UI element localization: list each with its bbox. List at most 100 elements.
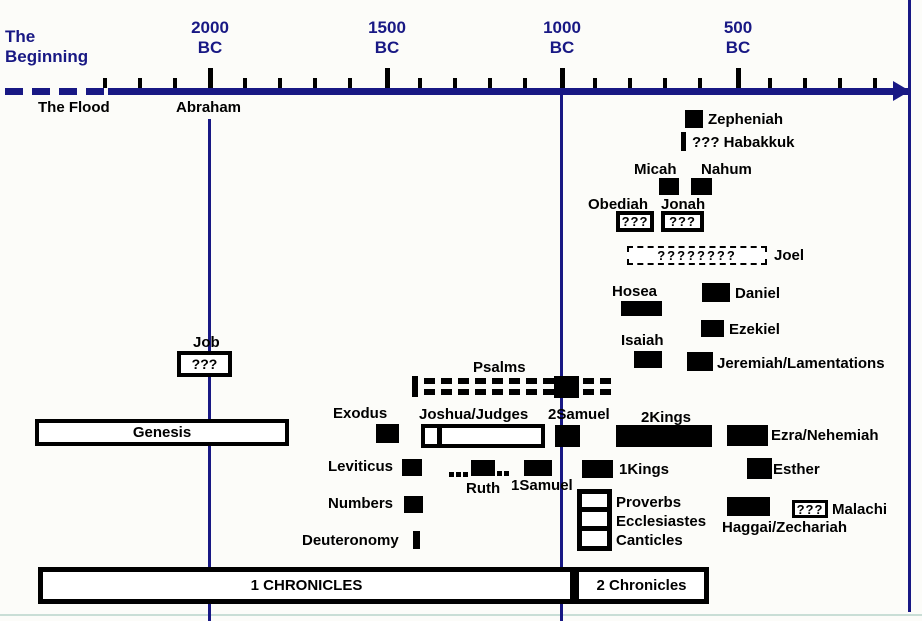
- book-2kings-label: 2Kings: [641, 409, 692, 426]
- timeline-arrowhead-icon: [893, 81, 910, 101]
- book-job-label: Job: [193, 334, 220, 351]
- timeline-minor-tick: [663, 78, 667, 88]
- book-zepheniah-marker: [685, 110, 703, 128]
- book-1chronicles-box: 1 CHRONICLES: [38, 567, 575, 604]
- book-daniel-label: Daniel: [735, 285, 781, 302]
- book-proverbs-label: Proverbs: [616, 494, 682, 511]
- book-ezekiel-label: Ezekiel: [729, 321, 780, 338]
- book-psalms-label: Psalms: [473, 359, 526, 376]
- book-2kings-marker: [616, 425, 712, 447]
- book-joshua-judges-label: Joshua/Judges: [419, 406, 529, 423]
- marker-1000bc-year: 1000: [543, 18, 581, 37]
- timeline-major-tick: [736, 68, 741, 88]
- timeline-minor-tick: [138, 78, 142, 88]
- abraham-label: Abraham: [176, 99, 242, 116]
- book-genesis-box: Genesis: [35, 419, 289, 446]
- book-micah-marker: [659, 178, 679, 195]
- ruth-dot: [456, 472, 461, 477]
- beginning-label: The Beginning: [5, 27, 89, 66]
- marker-500bc-year: 500: [723, 18, 753, 37]
- book-zepheniah-label: Zepheniah: [708, 111, 784, 128]
- timeline-minor-tick: [628, 78, 632, 88]
- book-esther-marker: [747, 458, 772, 479]
- book-ruth-marker: [471, 460, 495, 476]
- timeline-minor-tick: [453, 78, 457, 88]
- book-numbers-label: Numbers: [328, 495, 394, 512]
- book-jonah-label: Jonah: [661, 196, 706, 213]
- marker-2000bc-era: BC: [197, 38, 223, 57]
- timeline-minor-tick: [278, 78, 282, 88]
- book-exodus-label: Exodus: [333, 405, 388, 422]
- timeline-minor-tick: [103, 78, 107, 88]
- wisdom-stack-divider: [582, 507, 607, 512]
- book-job-box: ???: [177, 351, 232, 377]
- book-micah-label: Micah: [634, 161, 677, 178]
- book-2chronicles-box: 2 Chronicles: [574, 567, 709, 604]
- book-malachi-box: ???: [792, 500, 828, 518]
- book-jeremiah-label: Jeremiah/Lamentations: [717, 355, 885, 372]
- book-1kings-label: 1Kings: [619, 461, 670, 478]
- book-deuteronomy-marker: [413, 531, 420, 549]
- timeline-dashed-segment: [5, 88, 110, 95]
- book-leviticus-marker: [402, 459, 422, 476]
- marker-500bc: 500 BC: [698, 18, 778, 58]
- book-isaiah-marker: [634, 351, 662, 368]
- timeline-minor-tick: [768, 78, 772, 88]
- book-obediah-box: ???: [616, 211, 654, 232]
- book-haggai-zechariah-marker: [727, 497, 770, 516]
- timeline-minor-tick: [243, 78, 247, 88]
- book-canticles-label: Canticles: [616, 532, 683, 549]
- timeline-minor-tick: [173, 78, 177, 88]
- timeline-minor-tick: [418, 78, 422, 88]
- book-nahum-marker: [691, 178, 712, 195]
- book-obediah-label: Obediah: [588, 196, 649, 213]
- millennium-1000bc-vertical-line: [560, 95, 563, 621]
- book-jonah-box: ???: [661, 211, 704, 232]
- psalms-dash-row: [424, 389, 554, 395]
- timeline-minor-tick: [873, 78, 877, 88]
- timeline-minor-tick: [838, 78, 842, 88]
- book-habakkuk-label: ??? Habakkuk: [692, 134, 795, 151]
- book-numbers-marker: [404, 496, 423, 513]
- book-leviticus-label: Leviticus: [328, 458, 394, 475]
- bottom-edge-line: [0, 614, 922, 616]
- ruth-dot: [504, 471, 509, 476]
- book-exodus-marker: [376, 424, 399, 443]
- timeline-minor-tick: [348, 78, 352, 88]
- wisdom-stack-divider: [582, 526, 607, 531]
- book-joshua-judges-box: [421, 424, 545, 448]
- book-isaiah-label: Isaiah: [621, 332, 664, 349]
- book-1kings-marker: [582, 460, 613, 478]
- book-joel-box: ????????: [627, 246, 767, 265]
- book-psalms-start-bar: [412, 376, 418, 397]
- book-malachi-label: Malachi: [832, 501, 888, 518]
- book-ruth-label: Ruth: [466, 480, 501, 497]
- ruth-dot: [497, 471, 502, 476]
- book-hosea-label: Hosea: [612, 283, 658, 300]
- timeline-minor-tick: [803, 78, 807, 88]
- marker-1000bc: 1000 BC: [522, 18, 602, 58]
- psalms-dash-row: [583, 389, 613, 395]
- book-2samuel-label: 2Samuel: [548, 406, 610, 423]
- book-joel-label: Joel: [774, 247, 805, 264]
- timeline-bar: [108, 88, 910, 95]
- book-nahum-label: Nahum: [701, 161, 752, 178]
- book-2samuel-marker: [555, 425, 580, 447]
- psalms-dash-row: [583, 378, 613, 384]
- marker-2000bc-year: 2000: [191, 18, 229, 37]
- marker-1500bc-era: BC: [374, 38, 400, 57]
- ruth-dot: [449, 472, 454, 477]
- timeline-minor-tick: [523, 78, 527, 88]
- marker-1500bc: 1500 BC: [347, 18, 427, 58]
- book-daniel-marker: [702, 283, 730, 302]
- book-psalms-marker: [554, 376, 579, 398]
- book-ezra-nehemiah-marker: [727, 425, 768, 446]
- marker-2000bc: 2000 BC: [170, 18, 250, 58]
- marker-500bc-era: BC: [725, 38, 751, 57]
- book-1samuel-marker: [524, 460, 552, 476]
- timeline-minor-tick: [313, 78, 317, 88]
- joshua-judges-divider: [437, 428, 442, 444]
- marker-1000bc-era: BC: [549, 38, 575, 57]
- timeline-minor-tick: [698, 78, 702, 88]
